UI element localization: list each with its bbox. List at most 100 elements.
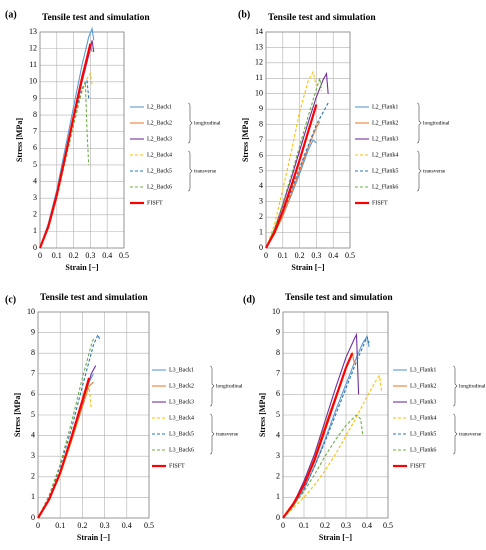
y-tick-label: 10 <box>255 89 263 98</box>
legend-brace <box>452 413 458 455</box>
y-tick-label: 6 <box>33 143 37 152</box>
y-tick-label: 7 <box>259 135 263 144</box>
y-tick-label: 3 <box>259 197 263 206</box>
y-tick-label: 7 <box>276 369 280 378</box>
legend-label: L3_Flank6 <box>410 447 436 453</box>
x-tick-label: 0.1 <box>299 521 309 530</box>
data-line <box>265 78 322 249</box>
x-axis-label: Strain [−] <box>291 263 325 272</box>
data-line <box>265 70 317 249</box>
legend-label: L2_Flank5 <box>372 168 398 174</box>
legend-label: FISFT <box>372 200 388 206</box>
y-tick-label: 0 <box>259 243 263 252</box>
x-tick-label: 0.2 <box>320 521 330 530</box>
chart-title: Tensile test and simulation <box>285 293 393 303</box>
y-tick-label: 4 <box>31 430 35 439</box>
data-line <box>282 335 370 519</box>
y-tick-label: 11 <box>29 60 37 69</box>
y-tick-label: 9 <box>31 327 35 336</box>
y-tick-label: 14 <box>255 27 263 36</box>
legend-label: L3_Back5 <box>169 431 194 437</box>
y-tick-label: 4 <box>33 176 37 185</box>
legend-label: L3_Back1 <box>169 367 194 373</box>
legend-label: L3_Back4 <box>169 415 194 421</box>
legend-group-label: transverse <box>459 431 482 437</box>
y-tick-label: 3 <box>31 451 35 460</box>
x-tick-label: 0.5 <box>383 521 393 530</box>
legend-brace <box>416 102 422 144</box>
data-line <box>265 71 329 249</box>
y-tick-label: 9 <box>276 327 280 336</box>
x-tick-label: 0.2 <box>295 251 305 260</box>
x-tick-label: 0.5 <box>345 251 355 260</box>
y-tick-label: 9 <box>259 104 263 113</box>
legend-group-label: transverse <box>216 431 239 437</box>
y-tick-label: 1 <box>276 492 280 501</box>
legend-label: L3_Flank2 <box>410 383 436 389</box>
data-line <box>265 104 318 249</box>
y-tick-label: 8 <box>31 348 35 357</box>
y-tick-label: 5 <box>31 410 35 419</box>
x-tick-label: 0.1 <box>52 251 62 260</box>
y-tick-label: 0 <box>276 513 280 522</box>
y-axis-label: Stress [MPa] <box>13 393 22 437</box>
y-tick-label: 2 <box>33 210 37 219</box>
y-tick-label: 12 <box>29 43 37 52</box>
y-axis-label: Stress [MPa] <box>258 393 267 437</box>
legend-brace <box>187 102 193 144</box>
y-tick-label: 12 <box>255 58 263 67</box>
y-tick-label: 8 <box>259 119 263 128</box>
y-tick-label: 6 <box>276 389 280 398</box>
x-tick-label: 0 <box>36 521 40 530</box>
x-tick-label: 0.4 <box>102 251 112 260</box>
y-tick-label: 4 <box>259 181 263 190</box>
legend-label: L2_Flank4 <box>372 152 398 158</box>
y-tick-label: 11 <box>255 73 263 82</box>
legend-label: FISFT <box>147 200 163 206</box>
y-tick-label: 2 <box>31 472 35 481</box>
legend-group-label: longitudinal <box>459 383 486 389</box>
x-tick-label: 0.2 <box>69 251 79 260</box>
panel-label: (a) <box>5 9 17 20</box>
y-axis-label: Stress [MPa] <box>15 118 24 162</box>
legend-label: L3_Flank5 <box>410 431 436 437</box>
y-tick-label: 1 <box>31 492 35 501</box>
x-axis-label: Strain [−] <box>65 263 99 272</box>
y-tick-label: 5 <box>33 160 37 169</box>
y-tick-label: 5 <box>259 166 263 175</box>
data-line <box>38 43 92 249</box>
y-tick-label: 4 <box>276 430 280 439</box>
legend-label: L2_Back5 <box>147 168 172 174</box>
x-tick-label: 0.3 <box>100 521 110 530</box>
data-line <box>282 414 364 519</box>
legend-brace <box>416 150 422 192</box>
panel-label: (c) <box>5 294 16 305</box>
legend-label: L2_Back3 <box>147 136 172 142</box>
data-line <box>37 377 91 519</box>
x-tick-label: 0.3 <box>341 521 351 530</box>
y-tick-label: 13 <box>255 42 263 51</box>
y-tick-label: 8 <box>276 348 280 357</box>
panel-label: (d) <box>243 294 255 305</box>
legend-label: L2_Back2 <box>147 120 172 126</box>
y-tick-label: 1 <box>259 227 263 236</box>
x-tick-label: 0.4 <box>362 521 372 530</box>
y-tick-label: 10 <box>27 307 35 316</box>
y-tick-label: 5 <box>276 410 280 419</box>
plot-frame <box>37 311 150 519</box>
y-tick-label: 10 <box>29 77 37 86</box>
legend-label: L3_Back6 <box>169 447 194 453</box>
y-tick-label: 7 <box>33 127 37 136</box>
x-tick-label: 0.5 <box>119 251 129 260</box>
y-tick-label: 2 <box>259 212 263 221</box>
data-line <box>282 352 354 519</box>
plot-frame <box>282 311 389 519</box>
legend-label: L2_Back4 <box>147 152 172 158</box>
y-tick-label: 7 <box>31 369 35 378</box>
legend-label: FISFT <box>169 463 185 469</box>
x-tick-label: 0.3 <box>311 251 321 260</box>
x-tick-label: 0.1 <box>278 251 288 260</box>
legend-brace <box>187 150 193 192</box>
legend-label: L3_Flank1 <box>410 367 436 373</box>
